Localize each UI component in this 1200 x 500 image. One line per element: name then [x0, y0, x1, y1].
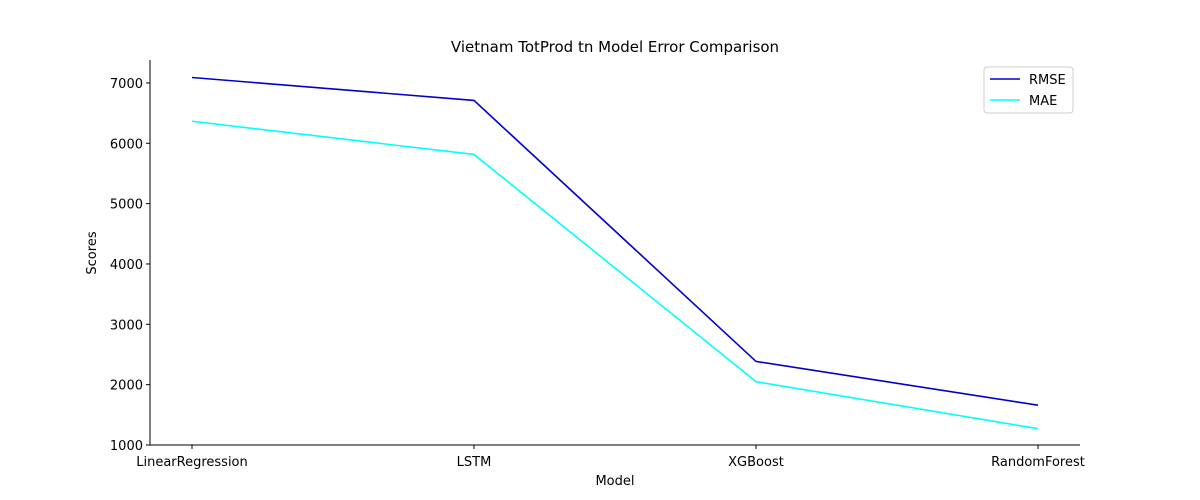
y-tick-label: 1000: [110, 439, 143, 454]
x-tick-label: LinearRegression: [136, 455, 248, 470]
legend-label-mae: MAE: [1029, 94, 1057, 109]
y-tick-label: 2000: [110, 379, 143, 394]
x-axis-label: Model: [595, 474, 634, 489]
y-tick-label: 6000: [110, 137, 143, 152]
y-axis-label: Scores: [85, 231, 100, 274]
y-tick-label: 3000: [110, 318, 143, 333]
y-ticks: 1000 2000 3000 4000 5000 6000 7000: [110, 77, 150, 454]
legend: RMSE MAE: [983, 66, 1074, 114]
series-lines: [191, 76, 1039, 430]
legend-label-rmse: RMSE: [1029, 73, 1066, 88]
axes: [149, 60, 1080, 446]
x-tick-label: LSTM: [457, 455, 492, 470]
chart-title: Vietnam TotProd tn Model Error Compariso…: [451, 38, 779, 56]
x-tick-label: XGBoost: [728, 455, 784, 470]
series-line-mae: [191, 120, 1039, 430]
y-tick-label: 4000: [110, 258, 143, 273]
x-ticks: LinearRegression LSTM XGBoost RandomForest: [136, 445, 1085, 470]
y-tick-label: 7000: [110, 77, 143, 92]
x-tick-label: RandomForest: [991, 455, 1085, 470]
series-line-rmse: [191, 76, 1039, 406]
y-tick-label: 5000: [110, 198, 143, 213]
